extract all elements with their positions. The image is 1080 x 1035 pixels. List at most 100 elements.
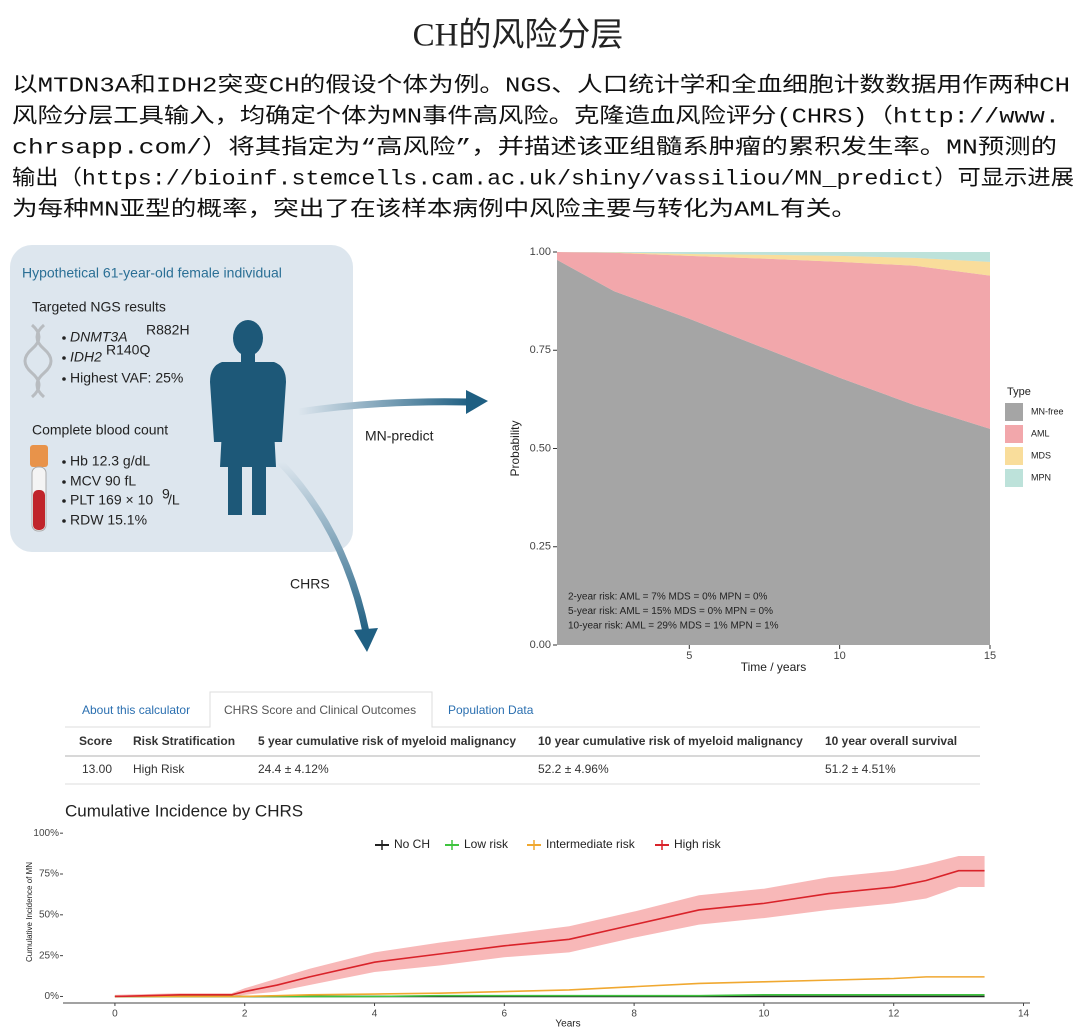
patient-panel bbox=[10, 245, 353, 552]
y-tick-label: 75% bbox=[39, 869, 59, 880]
tab[interactable]: Population Data bbox=[448, 703, 534, 717]
cbc-item: MCV 90 fL bbox=[70, 473, 136, 489]
panel-heading: Complete blood count bbox=[32, 422, 168, 438]
arrow-head bbox=[466, 390, 488, 414]
legend-key bbox=[1005, 469, 1023, 487]
tab[interactable]: About this calculator bbox=[82, 703, 190, 717]
legend-label: High risk bbox=[674, 837, 722, 851]
table-header: 10 year cumulative risk of myeloid malig… bbox=[538, 734, 803, 748]
y-tick-label: 0.00 bbox=[530, 639, 551, 651]
annotation: 5-year risk: AML = 15% MDS = 0% MPN = 0% bbox=[568, 606, 773, 617]
paragraph-line: 输出（https://bioinf.stemcells.cam.ac.uk/sh… bbox=[12, 167, 1074, 192]
paragraph-line: 风险分层工具输入，均确定个体为MN事件高风险。克隆造血风险评分(CHRS)（ht… bbox=[12, 105, 1060, 130]
page-title: CH的风险分层 bbox=[413, 17, 624, 54]
x-tick-label: 6 bbox=[502, 1009, 508, 1020]
chart-title: Cumulative Incidence by CHRS bbox=[65, 801, 303, 820]
annotation: 2-year risk: AML = 7% MDS = 0% MPN = 0% bbox=[568, 592, 768, 603]
cbc-sup: 9 bbox=[162, 486, 170, 502]
y-tick-label: 0% bbox=[45, 991, 60, 1002]
y-axis-label: Cumulative Incidence of MN bbox=[25, 862, 34, 962]
area bbox=[557, 259, 990, 645]
y-tick-label: 0.50 bbox=[530, 442, 551, 454]
x-tick-label: 4 bbox=[372, 1009, 378, 1020]
x-tick-label: 8 bbox=[631, 1009, 637, 1020]
tab-border bbox=[65, 691, 980, 728]
table-header: 5 year cumulative risk of myeloid malign… bbox=[258, 734, 516, 748]
y-tick-label: 100% bbox=[33, 828, 59, 839]
ngs-variant: R882H bbox=[146, 322, 190, 338]
paragraph-line: 以MTDN3A和IDH2突变CH的假设个体为例。NGS、人口统计学和全血细胞计数… bbox=[12, 74, 1070, 99]
arrow-head bbox=[354, 628, 378, 652]
annotation: 10-year risk: AML = 29% MDS = 1% MPN = 1… bbox=[568, 621, 779, 632]
paragraph-line: chrsapp.com/）将其指定为“高风险”，并描述该亚组髓系肿瘤的累积发生率… bbox=[12, 136, 1057, 161]
cbc-item: Hb 12.3 g/dL bbox=[70, 453, 150, 469]
table-cell: 51.2 ± 4.51% bbox=[825, 762, 896, 776]
legend-label: Low risk bbox=[464, 837, 509, 851]
x-tick-label: 14 bbox=[1018, 1009, 1030, 1020]
legend-label: Intermediate risk bbox=[546, 837, 636, 851]
bullet bbox=[62, 460, 66, 464]
cbc-item: /L bbox=[168, 492, 180, 508]
y-tick-label: 1.00 bbox=[530, 246, 551, 258]
table-header: Risk Stratification bbox=[133, 734, 235, 748]
dna-icon bbox=[23, 323, 53, 399]
x-tick-label: 10 bbox=[758, 1009, 770, 1020]
y-tick-label: 0.75 bbox=[530, 344, 551, 356]
arrow-label: CHRS bbox=[290, 576, 330, 592]
bullet bbox=[62, 499, 66, 503]
cbc-item: RDW 15.1% bbox=[70, 512, 147, 528]
table-cell: High Risk bbox=[133, 762, 185, 776]
legend-label: MDS bbox=[1031, 450, 1051, 460]
person-silhouette bbox=[210, 320, 286, 515]
ngs-item: Highest VAF: 25% bbox=[70, 370, 183, 386]
legend-label: AML bbox=[1031, 428, 1050, 438]
bullet bbox=[62, 519, 66, 523]
legend-key bbox=[1005, 447, 1023, 465]
x-tick-label: 15 bbox=[984, 650, 996, 662]
x-axis-label: Time / years bbox=[741, 660, 807, 674]
y-tick-label: 25% bbox=[39, 950, 59, 961]
panel-title: Hypothetical 61-year-old female individu… bbox=[22, 265, 282, 281]
legend-label: No CH bbox=[394, 837, 430, 851]
confidence-band bbox=[114, 856, 985, 997]
y-axis-label: Probability bbox=[508, 420, 522, 476]
bullet bbox=[62, 480, 66, 484]
arrow bbox=[277, 459, 370, 633]
bullet bbox=[62, 356, 66, 360]
table-cell: 24.4 ± 4.12% bbox=[258, 762, 329, 776]
x-tick-label: 12 bbox=[888, 1009, 900, 1020]
table-header: 10 year overall survival bbox=[825, 734, 957, 748]
table-header: Score bbox=[79, 734, 113, 748]
legend-title: Type bbox=[1007, 386, 1031, 398]
x-tick-label: 2 bbox=[242, 1009, 248, 1020]
tube-icon bbox=[30, 445, 48, 532]
legend-label: MPN bbox=[1031, 472, 1051, 482]
bullet bbox=[62, 336, 66, 340]
legend-key bbox=[1005, 403, 1023, 421]
ngs-gene: DNMT3A bbox=[70, 329, 128, 345]
area bbox=[557, 252, 990, 429]
x-tick-label: 0 bbox=[112, 1009, 118, 1020]
y-tick-label: 50% bbox=[39, 909, 59, 920]
paragraph-line: 为每种MN亚型的概率，突出了在该样本病例中风险主要与转化为AML有关。 bbox=[12, 198, 857, 223]
arrow-label: MN-predict bbox=[365, 428, 434, 444]
line bbox=[114, 869, 985, 998]
ngs-gene: IDH2 bbox=[70, 349, 102, 365]
panel-heading: Targeted NGS results bbox=[32, 299, 166, 315]
x-tick-label: 10 bbox=[834, 650, 846, 662]
table-cell: 52.2 ± 4.96% bbox=[538, 762, 609, 776]
tab[interactable]: CHRS Score and Clinical Outcomes bbox=[224, 703, 416, 717]
bullet bbox=[62, 377, 66, 381]
y-tick-label: 0.25 bbox=[530, 541, 551, 553]
x-axis-label: Years bbox=[555, 1019, 580, 1030]
line bbox=[114, 976, 985, 998]
legend-key bbox=[1005, 425, 1023, 443]
arrow bbox=[297, 398, 471, 416]
area bbox=[557, 252, 990, 276]
x-tick-label: 5 bbox=[686, 650, 692, 662]
ngs-variant: R140Q bbox=[106, 342, 150, 358]
area bbox=[557, 252, 990, 262]
legend-label: MN-free bbox=[1031, 406, 1064, 416]
